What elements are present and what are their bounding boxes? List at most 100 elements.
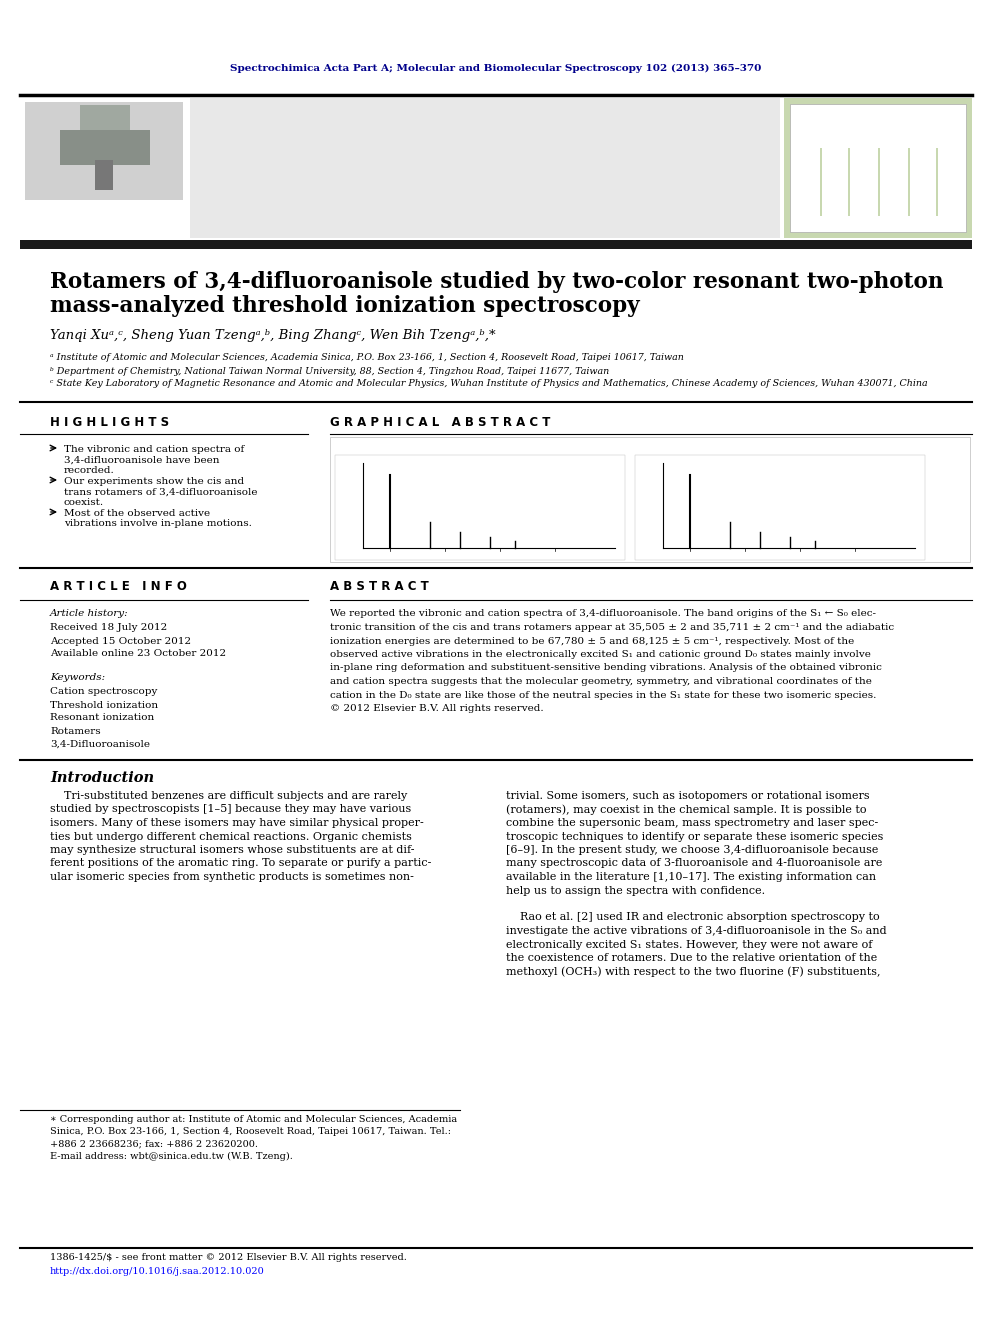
Bar xyxy=(25,102,183,200)
Bar xyxy=(335,455,625,560)
Text: 800: 800 xyxy=(493,542,507,550)
Bar xyxy=(330,437,970,562)
Bar xyxy=(908,148,910,216)
Bar xyxy=(936,148,938,216)
Text: Ion Internal Energy / cm⁻¹: Ion Internal Energy / cm⁻¹ xyxy=(729,552,830,560)
Text: Resonant ionization: Resonant ionization xyxy=(50,713,154,722)
Text: cis=3,4-difluoroanisole: cis=3,4-difluoroanisole xyxy=(428,459,533,467)
Text: ionization energies are determined to be 67,780 ± 5 and 68,125 ± 5 cm⁻¹, respect: ionization energies are determined to be… xyxy=(330,636,854,646)
Text: Available online 23 October 2012: Available online 23 October 2012 xyxy=(50,650,226,659)
Text: 3,4-Difluoroanisole: 3,4-Difluoroanisole xyxy=(50,740,150,749)
Text: 0₂⁺, 68125 cm⁻¹: 0₂⁺, 68125 cm⁻¹ xyxy=(680,474,748,482)
Text: G R A P H I C A L   A B S T R A C T: G R A P H I C A L A B S T R A C T xyxy=(330,415,551,429)
Bar xyxy=(878,148,880,216)
Text: Our experiments show the cis and
trans rotamers of 3,4-difluoroanisole
coexist.: Our experiments show the cis and trans r… xyxy=(64,478,258,507)
Text: (rotamers), may coexist in the chemical sample. It is possible to: (rotamers), may coexist in the chemical … xyxy=(506,804,866,815)
Bar xyxy=(190,98,780,238)
Bar xyxy=(848,148,850,216)
Text: Article history:: Article history: xyxy=(50,610,129,618)
Text: [6–9]. In the present study, we choose 3,4-difluoroanisole because: [6–9]. In the present study, we choose 3… xyxy=(506,845,878,855)
Text: 1200: 1200 xyxy=(546,542,564,550)
Text: Sinica, P.O. Box 23-166, 1, Section 4, Roosevelt Road, Taipei 10617, Taiwan. Tel: Sinica, P.O. Box 23-166, 1, Section 4, R… xyxy=(50,1127,451,1136)
Text: Biomolecular Spectroscopy: Biomolecular Spectroscopy xyxy=(305,160,666,184)
Text: Most of the observed active
vibrations involve in-plane motions.: Most of the observed active vibrations i… xyxy=(64,509,252,528)
Text: Ion Internal Energy / cm⁻¹: Ion Internal Energy / cm⁻¹ xyxy=(430,552,531,560)
Text: Cation spectra of cis- and trans-3,4-difluoroanisole: Cation spectra of cis- and trans-3,4-dif… xyxy=(517,443,784,452)
Bar xyxy=(790,105,966,232)
Text: ∗ Corresponding author at: Institute of Atomic and Molecular Sciences, Academia: ∗ Corresponding author at: Institute of … xyxy=(50,1115,457,1125)
Text: Rao et al. [2] used IR and electronic absorption spectroscopy to: Rao et al. [2] used IR and electronic ab… xyxy=(506,913,880,922)
Bar xyxy=(820,148,822,216)
Text: A B S T R A C T: A B S T R A C T xyxy=(330,579,429,593)
Text: 400: 400 xyxy=(738,542,752,550)
Text: SciVerse ScienceDirect: SciVerse ScienceDirect xyxy=(555,107,686,116)
Text: Cation spectroscopy: Cation spectroscopy xyxy=(50,688,158,696)
Text: 0: 0 xyxy=(388,542,392,550)
Bar xyxy=(95,160,113,191)
Text: +886 2 23668236; fax: +886 2 23620200.: +886 2 23668236; fax: +886 2 23620200. xyxy=(50,1139,258,1148)
Text: Tri-substituted benzenes are difficult subjects and are rarely: Tri-substituted benzenes are difficult s… xyxy=(50,791,408,800)
Text: Rotamers: Rotamers xyxy=(50,726,100,736)
Text: http://dx.doi.org/10.1016/j.saa.2012.10.020: http://dx.doi.org/10.1016/j.saa.2012.10.… xyxy=(50,1267,265,1277)
Text: and cation spectra suggests that the molecular geometry, symmetry, and vibration: and cation spectra suggests that the mol… xyxy=(330,677,872,687)
Text: tronic transition of the cis and trans rotamers appear at 35,505 ± 2 and 35,711 : tronic transition of the cis and trans r… xyxy=(330,623,894,632)
Text: 0: 0 xyxy=(687,542,692,550)
Text: investigate the active vibrations of 3,4-difluoroanisole in the S₀ and: investigate the active vibrations of 3,4… xyxy=(506,926,887,935)
Text: journal homepage: www.elsevier.com/locate/saa: journal homepage: www.elsevier.com/locat… xyxy=(342,197,628,210)
Text: the coexistence of rotamers. Due to the relative orientation of the: the coexistence of rotamers. Due to the … xyxy=(506,953,877,963)
Bar xyxy=(80,105,130,165)
Text: trans-3,4-difluoroanisole: trans-3,4-difluoroanisole xyxy=(724,459,836,467)
Text: 1200: 1200 xyxy=(846,542,864,550)
Text: ᶜ State Key Laboratory of Magnetic Resonance and Atomic and Molecular Physics, W: ᶜ State Key Laboratory of Magnetic Reson… xyxy=(50,380,928,389)
Text: available in the literature [1,10–17]. The existing information can: available in the literature [1,10–17]. T… xyxy=(506,872,876,882)
Text: ferent positions of the aromatic ring. To separate or purify a partic-: ferent positions of the aromatic ring. T… xyxy=(50,859,432,868)
Text: help us to assign the spectra with confidence.: help us to assign the spectra with confi… xyxy=(506,885,765,896)
Bar xyxy=(20,239,972,249)
Bar xyxy=(60,130,150,165)
Text: ular isomeric species from synthetic products is sometimes non-: ular isomeric species from synthetic pro… xyxy=(50,872,414,882)
Text: Threshold ionization: Threshold ionization xyxy=(50,700,158,709)
Text: We reported the vibronic and cation spectra of 3,4-difluoroanisole. The band ori: We reported the vibronic and cation spec… xyxy=(330,610,876,618)
Text: H I G H L I G H T S: H I G H L I G H T S xyxy=(50,415,169,429)
Text: trivial. Some isomers, such as isotopomers or rotational isomers: trivial. Some isomers, such as isotopome… xyxy=(506,791,870,800)
Text: 0₂⁺, 67780 cm⁻¹: 0₂⁺, 67780 cm⁻¹ xyxy=(380,474,447,482)
Text: Keywords:: Keywords: xyxy=(50,673,105,683)
Text: Contents lists available at: Contents lists available at xyxy=(365,107,515,116)
Text: The vibronic and cation spectra of
3,4-difluoroanisole have been
recorded.: The vibronic and cation spectra of 3,4-d… xyxy=(64,445,244,475)
Text: A R T I C L E   I N F O: A R T I C L E I N F O xyxy=(50,579,186,593)
Text: Introduction: Introduction xyxy=(50,771,154,785)
Text: Ion Intensity (arb. units): Ion Intensity (arb. units) xyxy=(639,460,647,554)
Text: in-plane ring deformation and substituent-sensitive bending vibrations. Analysis: in-plane ring deformation and substituen… xyxy=(330,664,882,672)
Text: ELSEVIER: ELSEVIER xyxy=(57,221,152,239)
Text: ᵃ Institute of Atomic and Molecular Sciences, Academia Sinica, P.O. Box 23-166, : ᵃ Institute of Atomic and Molecular Scie… xyxy=(50,353,683,363)
Text: mass-analyzed threshold ionization spectroscopy: mass-analyzed threshold ionization spect… xyxy=(50,295,640,318)
Text: ties but undergo different chemical reactions. Organic chemists: ties but undergo different chemical reac… xyxy=(50,831,412,841)
Text: Ion Intensity (arb. units): Ion Intensity (arb. units) xyxy=(339,460,347,554)
Text: Accepted 15 October 2012: Accepted 15 October 2012 xyxy=(50,636,191,646)
Text: 400: 400 xyxy=(438,542,451,550)
Bar xyxy=(635,455,925,560)
Text: many spectroscopic data of 3-fluoroanisole and 4-fluoroanisole are: many spectroscopic data of 3-fluoroaniso… xyxy=(506,859,882,868)
Text: SPECTROCHIMICA: SPECTROCHIMICA xyxy=(829,115,927,124)
Text: may synthesize structural isomers whose substituents are at dif-: may synthesize structural isomers whose … xyxy=(50,845,415,855)
Text: methoxyl (OCH₃) with respect to the two fluorine (F) substituents,: methoxyl (OCH₃) with respect to the two … xyxy=(506,966,881,976)
Text: ACTA: ACTA xyxy=(864,127,892,136)
Text: Rotamers of 3,4-difluoroanisole studied by two-color resonant two-photon: Rotamers of 3,4-difluoroanisole studied … xyxy=(50,271,943,292)
Text: Spectrochimica Acta Part A: Molecular and: Spectrochimica Acta Part A: Molecular an… xyxy=(199,136,771,160)
Bar xyxy=(20,98,188,238)
Text: isomers. Many of these isomers may have similar physical proper-: isomers. Many of these isomers may have … xyxy=(50,818,424,828)
Text: Received 18 July 2012: Received 18 July 2012 xyxy=(50,623,168,632)
Text: 800: 800 xyxy=(794,542,806,550)
Text: E-mail address: wbt@sinica.edu.tw (W.B. Tzeng).: E-mail address: wbt@sinica.edu.tw (W.B. … xyxy=(50,1151,293,1160)
Text: electronically excited S₁ states. However, they were not aware of: electronically excited S₁ states. Howeve… xyxy=(506,939,872,950)
Bar xyxy=(784,98,972,238)
Text: studied by spectroscopists [1–5] because they may have various: studied by spectroscopists [1–5] because… xyxy=(50,804,412,815)
Text: troscopic techniques to identify or separate these isomeric species: troscopic techniques to identify or sepa… xyxy=(506,831,883,841)
Text: ᵇ Department of Chemistry, National Taiwan Normal University, 88, Section 4, Tin: ᵇ Department of Chemistry, National Taiw… xyxy=(50,366,609,376)
Text: Yanqi Xuᵃ,ᶜ, Sheng Yuan Tzengᵃ,ᵇ, Bing Zhangᶜ, Wen Bih Tzengᵃ,ᵇ,*: Yanqi Xuᵃ,ᶜ, Sheng Yuan Tzengᵃ,ᵇ, Bing Z… xyxy=(50,329,496,343)
Text: 1386-1425/$ - see front matter © 2012 Elsevier B.V. All rights reserved.: 1386-1425/$ - see front matter © 2012 El… xyxy=(50,1253,407,1262)
Text: Spectrochimica Acta Part A; Molecular and Biomolecular Spectroscopy 102 (2013) 3: Spectrochimica Acta Part A; Molecular an… xyxy=(230,64,762,73)
Text: observed active vibrations in the electronically excited S₁ and cationic ground : observed active vibrations in the electr… xyxy=(330,650,871,659)
Text: combine the supersonic beam, mass spectrometry and laser spec-: combine the supersonic beam, mass spectr… xyxy=(506,818,878,828)
Text: © 2012 Elsevier B.V. All rights reserved.: © 2012 Elsevier B.V. All rights reserved… xyxy=(330,704,544,713)
